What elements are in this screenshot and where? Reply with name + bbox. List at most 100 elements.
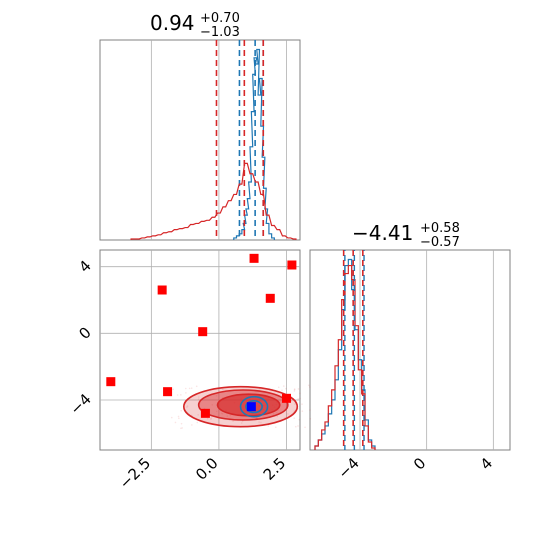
- bottom-left-marker-0-4: [198, 327, 208, 337]
- bottom-left-marker-0-0: [249, 253, 259, 263]
- bottom-left-sample-dot: [180, 422, 183, 425]
- bottom-left-sample-dot: [174, 421, 177, 424]
- bottom-left-sample-dot: [267, 425, 270, 427]
- bottom-left-sample-dot: [258, 421, 260, 423]
- top-left-title: 0.94 +0.70 −1.03: [150, 11, 240, 40]
- bottom-left-xtick-0: −2.5: [116, 454, 154, 492]
- bottom-left-sample-dot: [293, 410, 296, 412]
- bottom-left-sample-dot: [215, 394, 218, 397]
- bottom-left-sample-dot: [222, 388, 224, 391]
- bottom-left-marker-0-8: [200, 408, 210, 418]
- bottom-left-panel: [100, 250, 312, 450]
- bottom-left-sample-dot: [190, 387, 193, 390]
- top-left-hist-series-1: [130, 162, 297, 240]
- bottom-left-marker-1-0: [246, 402, 256, 412]
- bottom-left-sample-dot: [210, 418, 212, 421]
- bottom-left-sample-dot: [290, 400, 293, 402]
- bottom-left-ytick-1: 0: [75, 323, 94, 342]
- bottom-left-sample-dot: [184, 387, 187, 390]
- bottom-left-sample-dot: [177, 415, 180, 418]
- bottom-left-sample-dot: [277, 386, 280, 389]
- bottom-left-sample-dot: [180, 427, 182, 430]
- bottom-left-xtick-2: 2.5: [260, 454, 290, 484]
- bottom-left-sample-dot: [220, 412, 223, 415]
- bottom-left-sample-dot: [188, 387, 191, 390]
- bottom-left-x-ticklabels: −2.5 0.0 2.5: [116, 454, 290, 492]
- bottom-right-xtick-0: −4: [334, 454, 362, 482]
- bottom-left-sample-dot: [176, 394, 179, 396]
- bottom-left-sample-dot: [274, 426, 277, 429]
- bottom-left-panel-frame: [99, 249, 301, 451]
- bottom-left-sample-dot: [299, 397, 301, 400]
- bottom-left-marker-0-2: [157, 285, 167, 295]
- bottom-left-sample-dot: [275, 411, 278, 414]
- bottom-left-sample-dot: [293, 417, 296, 419]
- bottom-left-sample-dot: [215, 410, 218, 413]
- bottom-left-sample-dot: [308, 386, 311, 388]
- bottom-left-sample-dot: [229, 414, 232, 417]
- bottom-left-marker-0-1: [287, 260, 297, 270]
- bottom-left-marker-0-3: [265, 293, 275, 303]
- bottom-left-sample-dot: [206, 417, 209, 420]
- top-left-panel-frame: [99, 39, 301, 241]
- bottom-left-sample-dot: [272, 413, 275, 415]
- bottom-left-sample-dot: [307, 384, 310, 387]
- bottom-left-sample-dot: [221, 412, 224, 415]
- bottom-right-xtick-1: 0: [410, 454, 429, 473]
- top-left-title-plus: +0.70: [200, 11, 240, 26]
- bottom-left-sample-dot: [276, 415, 279, 418]
- bottom-left-sample-dot: [186, 406, 188, 408]
- bottom-right-panel: [314, 250, 494, 450]
- bottom-left-sample-dot: [285, 387, 287, 390]
- bottom-left-sample-dot: [293, 390, 296, 392]
- bottom-left-sample-dot: [195, 385, 198, 388]
- bottom-left-sample-dot: [210, 417, 212, 419]
- bottom-left-sample-dot: [298, 418, 301, 421]
- bottom-left-sample-dot: [287, 413, 289, 415]
- bottom-left-sample-dot: [297, 388, 300, 390]
- bottom-left-sample-dot: [297, 398, 299, 400]
- bottom-left-sample-dot: [197, 398, 200, 400]
- bottom-left-sample-dot: [197, 414, 199, 416]
- bottom-left-sample-dot: [181, 427, 183, 429]
- bottom-left-sample-dot: [191, 424, 193, 426]
- bottom-right-xtick-2: 4: [477, 454, 496, 473]
- bottom-right-title: −4.41 +0.58 −0.57: [352, 221, 460, 250]
- bottom-left-sample-dot: [294, 403, 296, 405]
- bottom-left-sample-dot: [211, 404, 214, 406]
- bottom-left-sample-dot: [282, 385, 285, 387]
- bottom-left-ytick-0: 4: [75, 257, 94, 276]
- bottom-left-marker-0-5: [106, 377, 116, 387]
- bottom-right-x-ticklabels: −4 0 4: [334, 454, 496, 482]
- bottom-left-contour-1-1: [245, 400, 263, 414]
- bottom-right-title-plus: +0.58: [420, 221, 460, 236]
- top-left-title-value: 0.94: [150, 11, 195, 35]
- bottom-left-sample-dot: [226, 415, 229, 417]
- bottom-left-sample-dot: [293, 388, 296, 391]
- bottom-left-contour-1-0: [239, 395, 269, 418]
- bottom-right-title-value: −4.41: [352, 221, 413, 245]
- bottom-left-sample-dot: [299, 392, 301, 395]
- bottom-left-sample-dot: [293, 388, 296, 390]
- bottom-left-sample-dot: [260, 421, 262, 424]
- bottom-left-sample-dot: [301, 410, 304, 412]
- bottom-right-title-minus: −0.57: [420, 235, 460, 250]
- bottom-left-sample-dot: [281, 389, 283, 392]
- bottom-left-sample-dot: [180, 409, 182, 412]
- bottom-left-sample-dot: [185, 392, 187, 394]
- bottom-left-sample-dot: [304, 426, 306, 429]
- bottom-left-sample-dot: [240, 422, 243, 424]
- bottom-left-marker-0-6: [163, 387, 173, 397]
- bottom-left-sample-dot: [294, 425, 297, 428]
- bottom-left-sample-dot: [170, 416, 173, 419]
- bottom-left-sample-dot: [197, 396, 200, 398]
- bottom-left-ytick-2: −4: [66, 390, 94, 418]
- top-left-title-minus: −1.03: [200, 25, 240, 40]
- bottom-left-sample-dot: [309, 409, 311, 411]
- bottom-left-y-ticklabels: 4 0 −4: [66, 257, 94, 419]
- bottom-left-sample-dot: [301, 403, 303, 405]
- bottom-left-sample-dot: [178, 417, 180, 420]
- bottom-left-sample-dot: [297, 425, 299, 427]
